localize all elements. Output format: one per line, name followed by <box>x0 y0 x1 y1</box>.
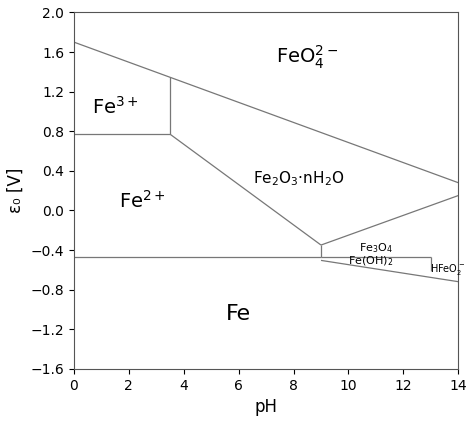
Text: Fe$^{3+}$: Fe$^{3+}$ <box>92 96 138 118</box>
Text: Fe$^{2+}$: Fe$^{2+}$ <box>119 190 166 212</box>
Text: HFeO$_2^-$: HFeO$_2^-$ <box>430 262 465 277</box>
X-axis label: pH: pH <box>255 398 278 416</box>
Text: Fe$_2$O$_3$·nH$_2$O: Fe$_2$O$_3$·nH$_2$O <box>253 169 345 188</box>
Text: Fe: Fe <box>226 304 251 324</box>
Text: Fe(OH)$_2$: Fe(OH)$_2$ <box>348 255 393 268</box>
Y-axis label: ε₀ [V]: ε₀ [V] <box>7 168 25 213</box>
Text: FeO$_4^{2-}$: FeO$_4^{2-}$ <box>276 43 338 71</box>
Text: Fe$_3$O$_4$: Fe$_3$O$_4$ <box>359 242 393 255</box>
